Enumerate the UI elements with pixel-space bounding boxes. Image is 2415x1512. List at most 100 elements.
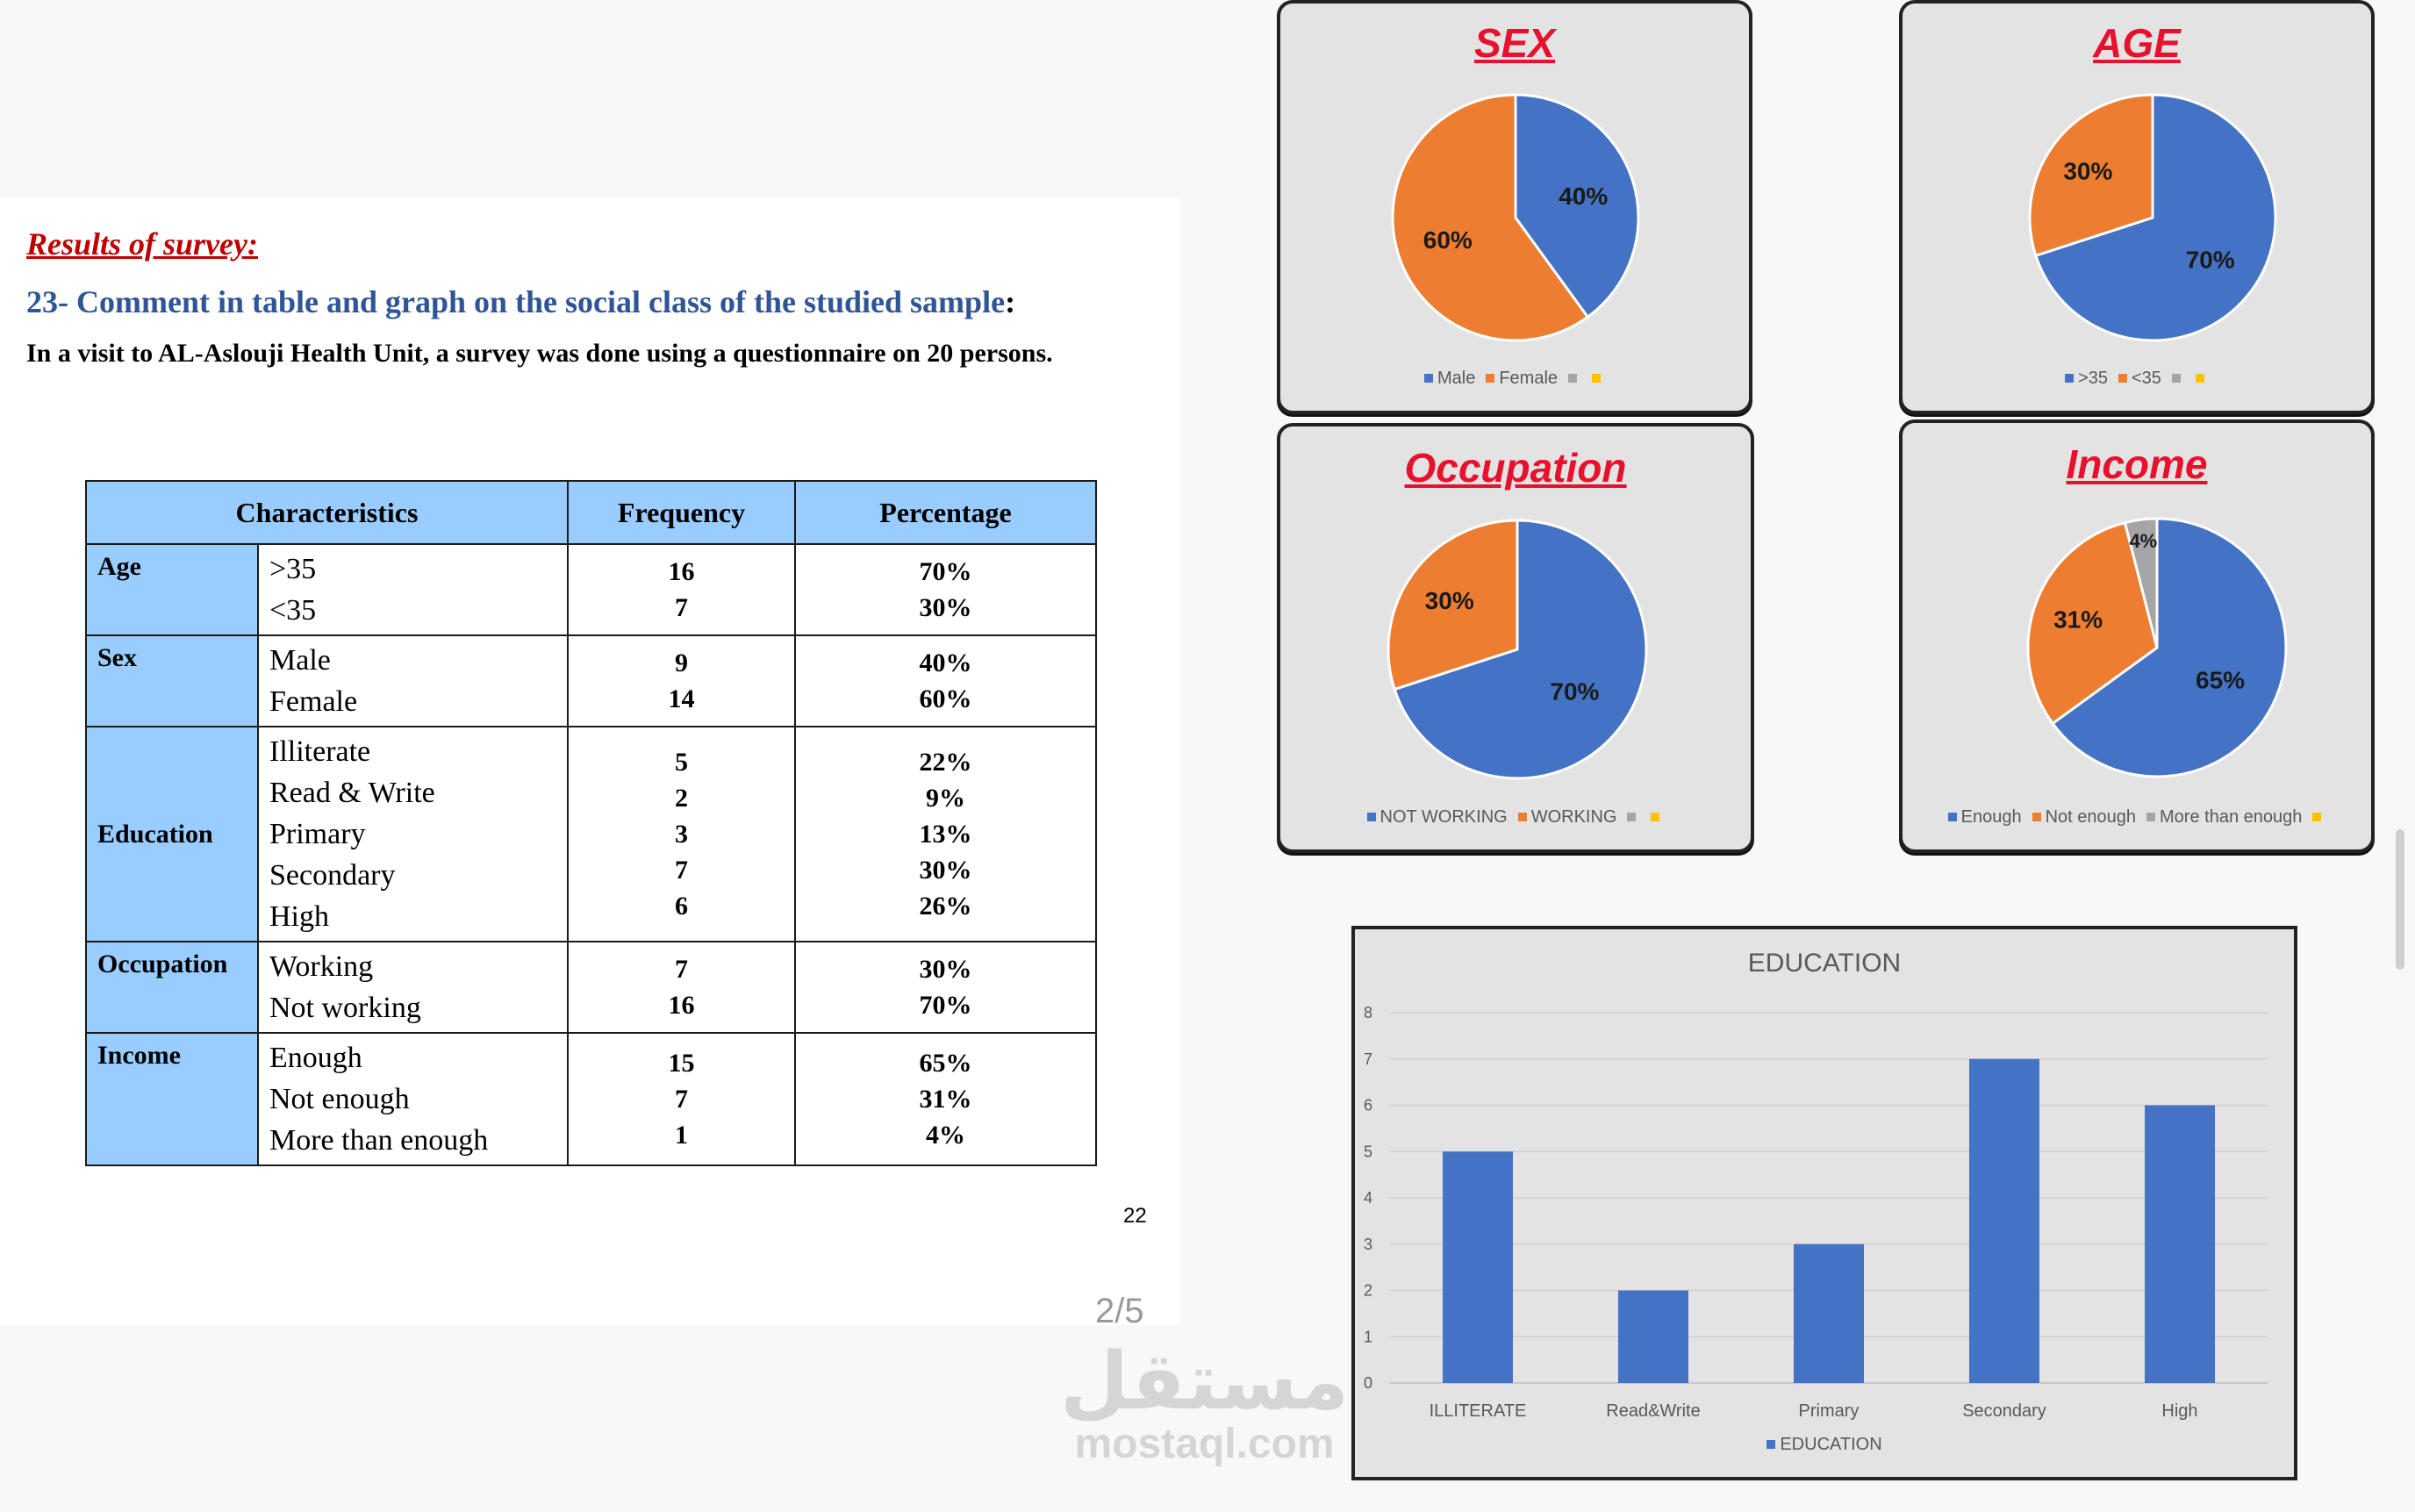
intro-text: In a visit to AL-Aslouji Health Unit, a … [26, 339, 1053, 368]
bar-primary [1794, 1243, 1864, 1383]
items-cell: Working Not working [257, 941, 569, 1034]
y-tick-label: 3 [1364, 1236, 1372, 1253]
y-tick-label: 7 [1364, 1050, 1372, 1068]
legend-label: >35 [2078, 369, 2108, 388]
x-tick-label: Secondary [1962, 1401, 2046, 1421]
item-label: <35 [269, 594, 317, 627]
percentage-cell: 65% 31% 4% [794, 1032, 1097, 1166]
bar-read-write [1618, 1290, 1688, 1383]
legend-swatch [2146, 813, 2156, 821]
percentage-value: 40% [919, 649, 972, 677]
legend-item [1568, 369, 1581, 389]
education-bar-panel: EDUCATION 0 1 2 3 4 5 6 7 8 ILLITERATE Read&Write P… [1351, 926, 2297, 1480]
legend-item: >35 [2065, 369, 2108, 389]
legend-item [2195, 369, 2209, 389]
frequency-value: 14 [668, 684, 695, 713]
legend-swatch [1366, 813, 1376, 821]
header-characteristics: Characteristics [85, 480, 569, 545]
y-tick-label: 1 [1364, 1328, 1372, 1345]
items-cell: Enough Not enough More than enough [257, 1032, 569, 1166]
legend-swatch [2032, 813, 2041, 821]
table-row: Occupation Working Not working 7 16 30% 70% [85, 941, 1097, 1034]
legend-swatch [1568, 374, 1578, 383]
pie-data-label: 60% [1423, 226, 1473, 254]
item-label: Read & Write [269, 777, 435, 809]
legend-label: Not enough [2045, 807, 2137, 827]
legend-swatch [2195, 374, 2204, 383]
watermark-latin: mostaql.com [1074, 1421, 1335, 1467]
pie-slice-not-enough [2026, 520, 2159, 726]
legend-label: Male [1437, 369, 1476, 388]
pie-data-label: 31% [2053, 606, 2103, 634]
legend-item: More than enough [2146, 807, 2302, 828]
frequency-cell: 15 7 1 [567, 1032, 796, 1166]
percentage-value: 13% [919, 820, 972, 849]
frequency-value: 16 [668, 991, 695, 1020]
table-body: Age >35 <35 16 7 70% 30% Sex Male Female 9 14 40% 60%… [85, 543, 1097, 1166]
sex-legend: Male Female [1280, 369, 1749, 389]
income-chart-title: Income [2066, 441, 2208, 487]
x-tick-label: ILLITERATE [1430, 1401, 1527, 1421]
item-label: Female [269, 685, 358, 718]
frequency-value: 5 [675, 748, 688, 777]
question-title: 23- Comment in table and graph on the so… [26, 283, 1015, 320]
item-label: Working [269, 950, 374, 983]
occupation-pie-panel: Occupation 70% 30% NOT WORKING WORKING [1277, 423, 1754, 853]
item-label: >35 [269, 553, 317, 585]
items-cell: >35 <35 [257, 543, 569, 636]
group-label: Income [85, 1032, 259, 1166]
legend-item [1627, 807, 1640, 828]
age-pie-panel: AGE 70% 30% >35 <35 [1899, 0, 2375, 414]
percentage-value: 70% [919, 557, 972, 586]
legend-swatch [2118, 374, 2127, 383]
legend-item: Male [1423, 369, 1476, 389]
occupation-pie-chart: 70% 30% [1387, 519, 1648, 780]
frequency-cell: 16 7 [567, 543, 796, 636]
percentage-value: 9% [926, 784, 965, 813]
item-label: Enough [269, 1042, 362, 1074]
item-label: Secondary [269, 859, 396, 892]
group-label: Sex [85, 634, 259, 727]
legend-swatch [1947, 813, 1957, 821]
pie-slice--35 [2033, 93, 2277, 342]
table-row: Sex Male Female 9 14 40% 60% [85, 634, 1097, 727]
x-tick-label: High [2161, 1401, 2197, 1421]
bar-illiterate [1443, 1151, 1513, 1383]
item-label: Primary [269, 818, 366, 850]
legend-label: EDUCATION [1780, 1435, 1882, 1454]
items-cell: Illiterate Read & Write Primary Secondary Hi… [257, 726, 569, 942]
legend-item [1651, 807, 1664, 828]
legend-item: <35 [2118, 369, 2161, 389]
frequency-value: 1 [675, 1121, 688, 1150]
item-label: High [269, 900, 329, 933]
percentage-value: 65% [919, 1049, 972, 1078]
percentage-value: 30% [919, 593, 972, 622]
pie-slice-female [1391, 93, 1590, 342]
legend-swatch [1486, 374, 1495, 383]
x-tick-label: Primary [1799, 1401, 1860, 1421]
education-chart-title: EDUCATION [1747, 949, 1902, 978]
percentage-value: 26% [919, 892, 972, 921]
legend-swatch [2171, 374, 2181, 383]
group-label: Occupation [85, 941, 259, 1034]
percentage-value: 60% [919, 684, 972, 713]
percentage-value: 31% [919, 1085, 972, 1114]
y-tick-label: 4 [1364, 1189, 1372, 1207]
frequency-value: 9 [675, 649, 688, 677]
scrollbar[interactable] [2396, 829, 2404, 970]
question-title-text: 23- Comment in table and graph on the so… [26, 284, 1006, 319]
question-title-colon: : [1005, 284, 1016, 319]
legend-item: Not enough [2032, 807, 2136, 828]
education-legend: EDUCATION [1355, 1435, 2294, 1455]
frequency-value: 2 [675, 784, 688, 813]
items-cell: Male Female [257, 634, 569, 727]
percentage-value: 30% [919, 856, 972, 885]
frequency-value: 15 [668, 1049, 695, 1078]
frequency-value: 7 [675, 856, 688, 885]
sex-chart-title: SEX [1473, 20, 1556, 66]
legend-swatch [1517, 813, 1527, 821]
group-label: Age [85, 543, 259, 636]
results-heading: Results of survey: [26, 226, 258, 262]
legend-swatch [1592, 374, 1602, 383]
y-tick-label: 6 [1364, 1097, 1372, 1114]
